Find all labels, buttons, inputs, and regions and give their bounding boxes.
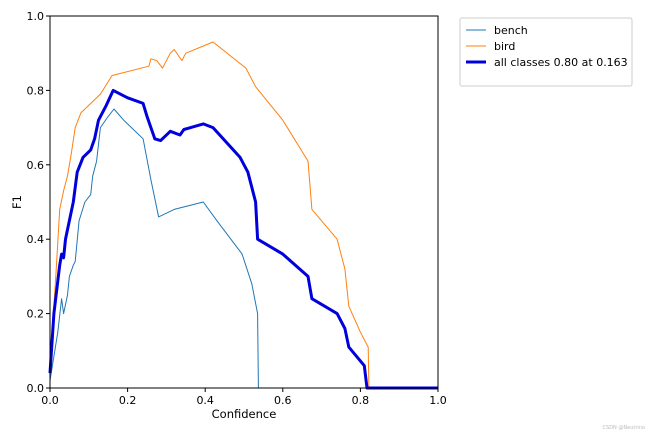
- series-line-1: [49, 41, 438, 389]
- legend-label-2: all classes 0.80 at 0.163: [494, 56, 628, 69]
- x-axis-title: Confidence: [212, 407, 277, 421]
- watermark-text: CSDN @Neutrino: [603, 425, 645, 431]
- legend-label-1: bird: [494, 40, 515, 53]
- x-tick-label: 0.0: [41, 394, 59, 407]
- x-tick-label: 0.6: [274, 394, 292, 407]
- y-tick-label: 0.8: [27, 84, 45, 97]
- legend: bench bird all classes 0.80 at 0.163: [459, 17, 633, 87]
- x-tick-label: 0.2: [119, 394, 137, 407]
- y-tick-label: 0.4: [27, 233, 45, 246]
- legend-label-0: bench: [494, 24, 528, 37]
- series-line-2: [48, 88, 438, 390]
- y-tick-label: 1.0: [27, 10, 45, 23]
- legend-frame: [459, 17, 633, 87]
- plot-background: [50, 16, 438, 388]
- y-tick-label: 0.6: [27, 159, 45, 172]
- x-tick-label: 0.8: [352, 394, 370, 407]
- x-axis-ticks: 0.0 0.2 0.4 0.6 0.8 1.0: [41, 388, 447, 407]
- y-tick-label: 0.0: [27, 382, 45, 395]
- y-axis-title: F1: [10, 195, 24, 209]
- y-axis-ticks: 0.0 0.2 0.4 0.6 0.8 1.0: [27, 10, 50, 395]
- series-layer: [48, 41, 438, 390]
- plot-area: [48, 15, 439, 390]
- plot-frame: [49, 15, 439, 389]
- x-tick-label: 1.0: [429, 394, 447, 407]
- series-line-0: [49, 108, 438, 389]
- x-tick-label: 0.4: [196, 394, 214, 407]
- y-tick-label: 0.2: [27, 308, 45, 321]
